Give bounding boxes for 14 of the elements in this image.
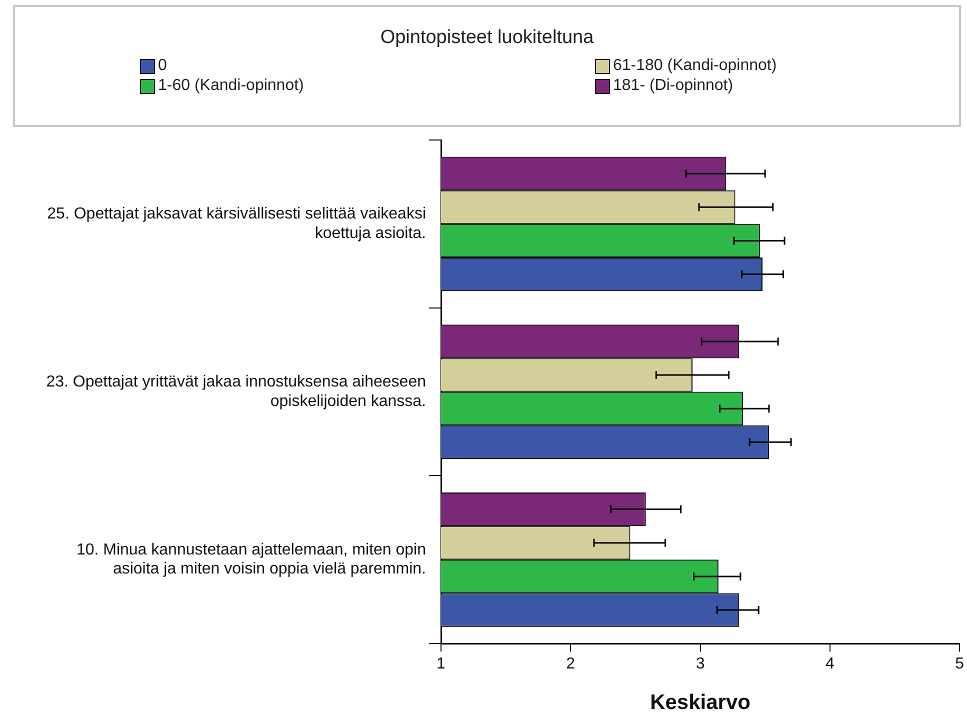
- y-tick-label: 25. Opettajat jaksavat kärsivällisesti selittää vaikeaksi koettuja asioita.: [47, 206, 426, 242]
- x-tick-label: 5: [955, 656, 964, 673]
- legend-label: 1-60 (Kandi-opinnot): [158, 77, 304, 95]
- x-tick-label: 2: [566, 656, 576, 673]
- x-tick-label: 4: [825, 656, 834, 673]
- legend-label: 181- (Di-opinnot): [613, 77, 734, 95]
- x-axis-title: Keskiarvo: [650, 691, 750, 714]
- legend-label: 0: [158, 57, 167, 75]
- y-tick-label: 23. Opettajat yrittävät jakaa innostuksensa aiheeseen opiskelijoiden kanssa.: [46, 374, 426, 410]
- x-tick-label: 1: [436, 656, 446, 673]
- legend-title: Opintopisteet luokiteltuna: [379, 27, 595, 49]
- legend-label: 61-180 (Kandi-opinnot): [613, 57, 777, 75]
- y-tick-label: 10. Minua kannustetaan ajattelemaan, miten opin asioita ja miten voisin oppia vielä paremmin.: [76, 541, 426, 578]
- x-tick-label: 3: [696, 656, 705, 673]
